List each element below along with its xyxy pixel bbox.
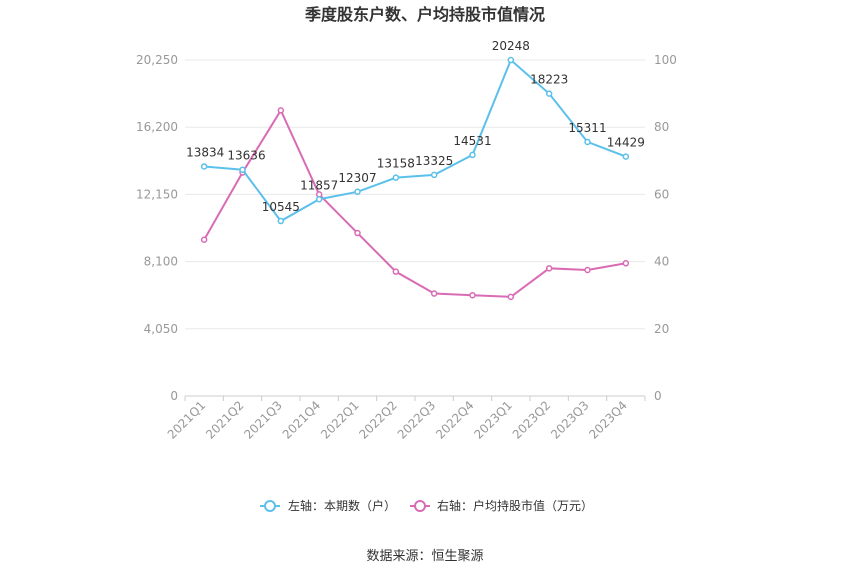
data-point [545, 90, 553, 97]
data-point [430, 171, 438, 179]
data-label: 13325 [415, 154, 453, 168]
series-line [203, 108, 627, 298]
x-tick-label: 2021Q4 [280, 398, 324, 442]
x-tick-label: 2021Q1 [165, 398, 209, 442]
data-point [584, 138, 591, 146]
right-tick-label: 0 [654, 389, 662, 403]
left-tick-label: 8,100 [144, 255, 178, 269]
data-point [469, 291, 476, 299]
left-tick-label: 20,250 [136, 53, 178, 67]
x-tick-label: 2023Q1 [471, 398, 515, 442]
left-tick-label: 4,050 [144, 322, 178, 336]
legend-label: 左轴：本期数（户） [288, 498, 396, 513]
data-point [507, 56, 515, 64]
data-point [507, 293, 515, 301]
data-point [200, 163, 208, 170]
x-tick-label: 2022Q1 [318, 398, 362, 442]
left-tick-label: 0 [170, 389, 178, 403]
data-point [277, 107, 285, 114]
x-tick-label: 2022Q4 [433, 398, 477, 442]
left-tick-label: 12,150 [136, 187, 178, 201]
right-tick-label: 100 [654, 53, 677, 67]
data-label: 12307 [338, 171, 376, 185]
data-point [545, 265, 553, 272]
data-label: 20248 [492, 39, 530, 53]
left-axis: 0 4,050 8,100 12,150 16,200 20,250 [136, 53, 178, 403]
data-point [277, 217, 285, 225]
data-point [200, 236, 208, 244]
data-label: 14429 [607, 136, 645, 150]
data-point [392, 268, 400, 275]
x-tick-label: 2023Q2 [510, 398, 554, 442]
right-axis: 0 20 40 60 80 100 [654, 53, 677, 403]
legend[interactable]: 左轴：本期数（户） 右轴：户均持股市值（万元） [260, 498, 593, 513]
x-axis: 2021Q12021Q22021Q32021Q42022Q12022Q22022… [165, 396, 646, 442]
data-label: 13158 [377, 157, 415, 171]
x-tick-label: 2022Q2 [356, 398, 400, 442]
data-label: 11857 [300, 178, 338, 192]
data-point [315, 196, 323, 203]
data-point [354, 229, 361, 237]
data-label: 13636 [227, 149, 265, 163]
right-tick-label: 20 [654, 322, 669, 336]
data-point [584, 266, 591, 274]
data-point [622, 153, 630, 160]
legend-marker-icon [264, 500, 276, 512]
right-tick-label: 60 [654, 187, 669, 201]
data-point [430, 290, 438, 297]
data-point [392, 174, 400, 181]
x-tick-label: 2022Q3 [395, 398, 439, 442]
series-line [204, 58, 627, 223]
right-tick-label: 40 [654, 255, 669, 269]
data-label: 13834 [186, 145, 224, 159]
legend-marker-icon [414, 500, 426, 512]
data-label: 18223 [530, 73, 568, 87]
data-point [239, 166, 246, 173]
data-point [354, 188, 361, 196]
data-point [469, 151, 476, 159]
x-tick-label: 2023Q4 [586, 398, 630, 442]
x-tick-label: 2021Q2 [203, 398, 247, 442]
x-tick-label: 2021Q3 [241, 398, 285, 442]
source-note: 数据来源：恒生聚源 [366, 549, 483, 564]
grid [185, 59, 645, 397]
right-tick-label: 80 [654, 120, 669, 134]
x-tick-label: 2023Q3 [548, 398, 592, 442]
data-label: 15311 [568, 121, 606, 135]
data-point [622, 260, 630, 267]
data-label: 10545 [262, 200, 300, 214]
legend-label: 右轴：户均持股市值（万元） [437, 498, 593, 513]
left-tick-label: 16,200 [136, 120, 178, 134]
data-label: 14531 [453, 134, 491, 148]
chart-title: 季度股东户数、户均持股市值情况 [304, 5, 545, 24]
